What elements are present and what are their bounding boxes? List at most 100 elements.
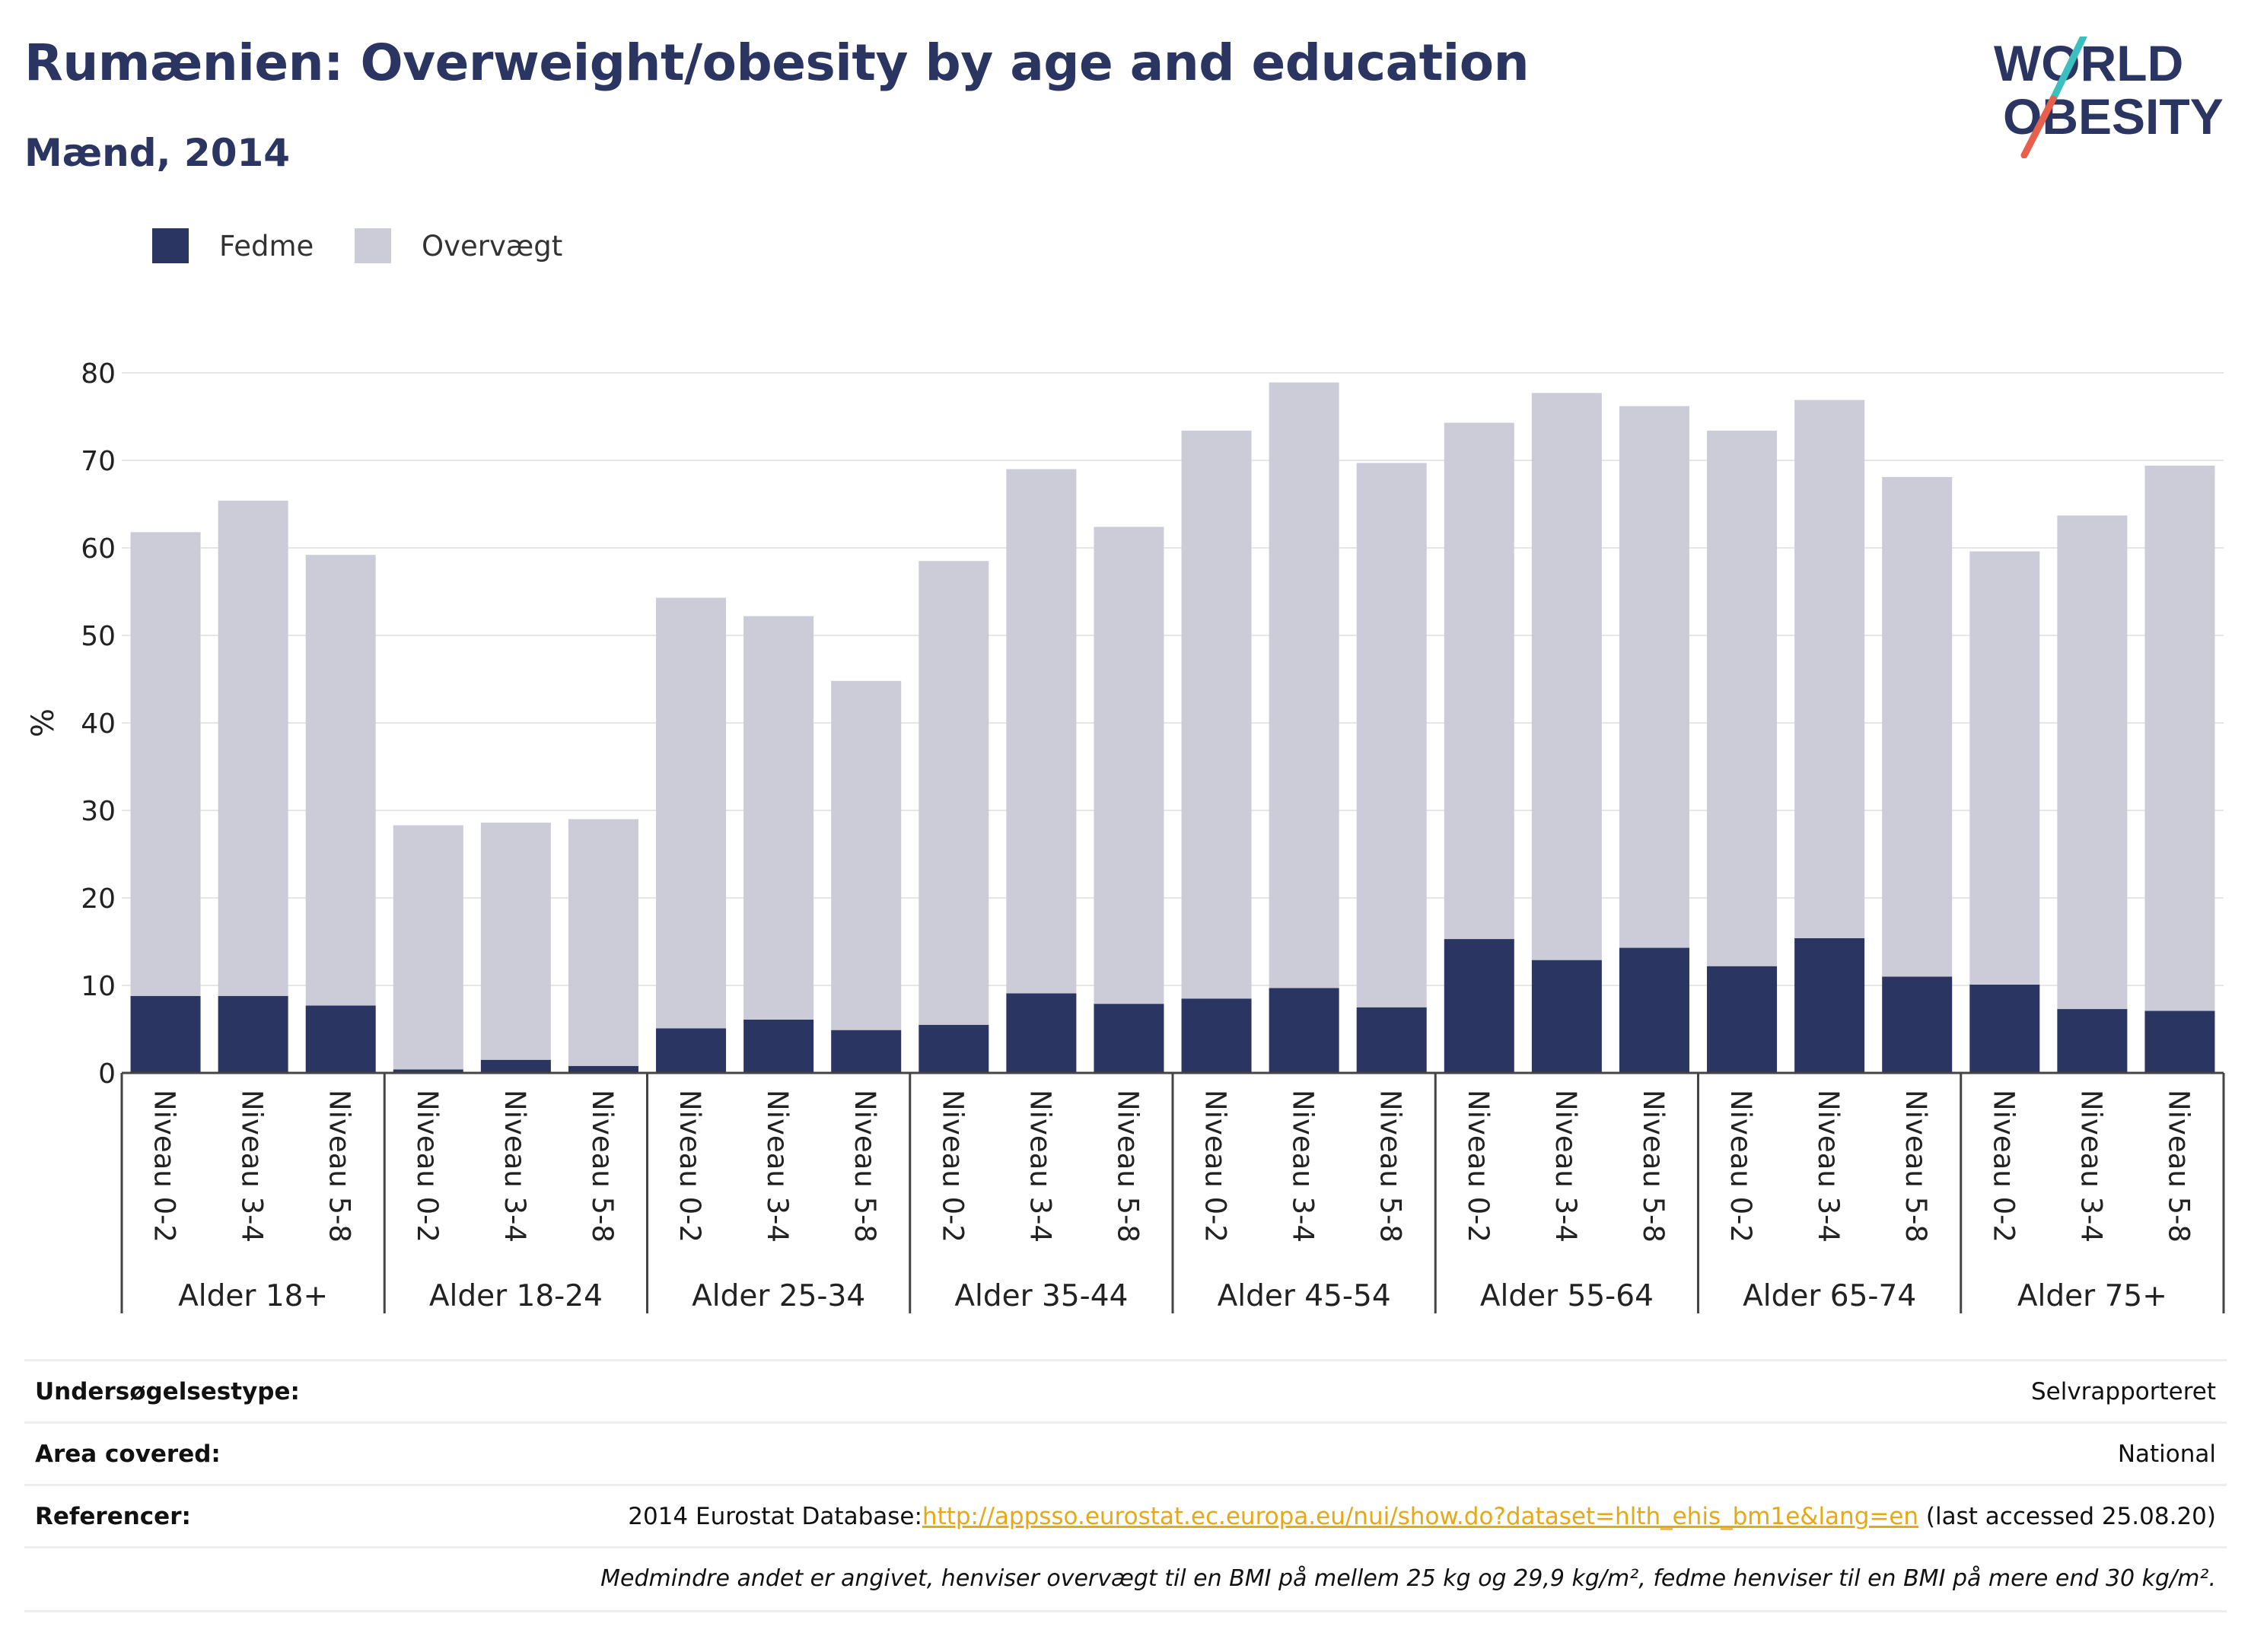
legend-label-fedme: Fedme	[219, 230, 314, 263]
world-obesity-logo: WORLD OBESITY	[1986, 33, 2237, 159]
bar-overvaegt	[305, 555, 376, 1006]
references-prefix: 2014 Eurostat Database:	[628, 1503, 922, 1530]
references-link[interactable]: http://appsso.eurostat.ec.europa.eu/nui/…	[922, 1503, 1919, 1530]
bar-fedme	[831, 1030, 902, 1073]
legend-swatch-fedme	[152, 228, 189, 263]
logo-graphic: WORLD OBESITY	[1994, 33, 2224, 159]
references-suffix: (last accessed 25.08.20)	[1918, 1503, 2216, 1530]
y-tick-label: 70	[81, 446, 116, 477]
bar-fedme	[1969, 984, 2040, 1073]
bar-overvaegt	[1969, 551, 2040, 985]
bar-fedme	[1356, 1007, 1427, 1073]
y-tick-label: 50	[81, 621, 116, 652]
bar-overvaegt	[656, 597, 727, 1029]
bar-fedme	[480, 1059, 551, 1073]
bar-fedme	[130, 995, 201, 1073]
bar-overvaegt	[130, 532, 201, 996]
info-row-note: Medmindre andet er angivet, henviser ove…	[24, 1546, 2227, 1611]
group-label: Alder 18-24	[429, 1279, 603, 1313]
bar-overvaegt	[1794, 399, 1865, 938]
bar-overvaegt	[1707, 430, 1778, 966]
bar-overvaegt	[218, 500, 288, 996]
page-title: Rumænien: Overweight/obesity by age and …	[24, 33, 1530, 92]
info-row-references: Referencer: 2014 Eurostat Database:http:…	[24, 1484, 2227, 1549]
bar-overvaegt	[1882, 476, 1953, 977]
x-tick-label: Niveau 0-2	[936, 1090, 969, 1243]
bar-overvaegt	[1531, 393, 1602, 960]
bar-overvaegt	[1006, 469, 1077, 994]
info-bottom-divider	[24, 1610, 2227, 1612]
bar-overvaegt	[1356, 463, 1427, 1007]
stacked-bar-chart: 0 10 20 30 40 50 60 70 80% Niveau 0-2 Niveau 3-4 Ni…	[26, 358, 2225, 1313]
legend-label-overvaegt: Overvægt	[422, 230, 563, 263]
bar-overvaegt	[831, 680, 902, 1030]
x-tick-label: Niveau 0-2	[1462, 1090, 1495, 1243]
group-label: Alder 55-64	[1480, 1279, 1654, 1313]
bar-fedme	[568, 1065, 638, 1073]
y-tick-label: 80	[81, 358, 116, 390]
bar-fedme	[1794, 937, 1865, 1073]
group-label: Alder 35-44	[954, 1279, 1128, 1313]
bar-fedme	[743, 1019, 814, 1073]
info-row-survey-type: Undersøgelsestype: Selvrapporteret	[24, 1359, 2227, 1424]
bar-overvaegt	[2057, 515, 2128, 1010]
references-label: Referencer:	[35, 1503, 191, 1530]
info-row-area: Area covered: National	[24, 1421, 2227, 1486]
y-tick-label: 40	[81, 708, 116, 740]
logo-slash-top	[2049, 33, 2087, 103]
x-tick-label: Niveau 5-8	[1637, 1090, 1670, 1243]
bar-overvaegt	[1444, 422, 1514, 940]
bar-overvaegt	[568, 819, 638, 1066]
bar-fedme	[1181, 998, 1252, 1073]
group-label: Alder 25-34	[692, 1279, 865, 1313]
bar-overvaegt	[743, 616, 814, 1020]
y-tick-label: 10	[81, 971, 116, 1002]
x-tick-label: Niveau 5-8	[849, 1090, 881, 1243]
bar-fedme	[656, 1028, 727, 1073]
bar-fedme	[1531, 960, 1602, 1073]
bar-fedme	[305, 1005, 376, 1073]
bar-overvaegt	[1619, 406, 1689, 948]
bar-fedme	[1006, 993, 1077, 1073]
bar-fedme	[1619, 947, 1689, 1073]
bar-overvaegt	[480, 823, 551, 1060]
group-label: Alder 75+	[2017, 1279, 2167, 1313]
y-axis-label: %	[26, 708, 61, 737]
area-value: National	[2117, 1440, 2216, 1468]
group-label: Alder 18+	[178, 1279, 328, 1313]
x-tick-label: Niveau 3-4	[1812, 1090, 1845, 1243]
bar-fedme	[1707, 966, 1778, 1073]
x-tick-label: Niveau 0-2	[1724, 1090, 1757, 1243]
bar-overvaegt	[393, 825, 463, 1070]
bar-fedme	[218, 995, 288, 1073]
references-value: 2014 Eurostat Database:http://appsso.eur…	[628, 1503, 2216, 1530]
y-tick-label: 30	[81, 796, 116, 827]
x-tick-label: Niveau 0-2	[673, 1090, 706, 1243]
x-tick-label: Niveau 5-8	[1374, 1090, 1407, 1243]
survey-type-label: Undersøgelsestype:	[35, 1378, 300, 1405]
x-tick-label: Niveau 5-8	[1111, 1090, 1144, 1243]
bar-fedme	[1269, 988, 1339, 1073]
group-label: Alder 45-54	[1218, 1279, 1391, 1313]
bar-overvaegt	[1269, 382, 1339, 988]
x-tick-label: Niveau 3-4	[1549, 1090, 1582, 1243]
x-tick-label: Niveau 5-8	[2162, 1090, 2195, 1243]
x-tick-label: Niveau 3-4	[236, 1090, 269, 1243]
bar-fedme	[919, 1024, 989, 1073]
x-tick-label: Niveau 5-8	[323, 1090, 356, 1243]
logo-slash-bottom	[2020, 95, 2057, 159]
bar-overvaegt	[1094, 527, 1164, 1004]
bar-overvaegt	[919, 561, 989, 1025]
x-tick-label: Niveau 3-4	[761, 1090, 794, 1243]
x-tick-label: Niveau 0-2	[411, 1090, 444, 1243]
logo-line-1: WORLD	[1994, 37, 2183, 91]
bar-overvaegt	[2144, 465, 2215, 1011]
group-label: Alder 65-74	[1743, 1279, 1916, 1313]
bar-fedme	[2144, 1011, 2215, 1073]
bmi-definition-note: Medmindre andet er angivet, henviser ove…	[600, 1565, 2216, 1592]
bar-fedme	[1882, 976, 1953, 1073]
x-tick-label: Niveau 5-8	[1899, 1090, 1932, 1243]
bar-fedme	[1094, 1004, 1164, 1073]
bar-fedme	[2057, 1009, 2128, 1073]
x-tick-label: Niveau 3-4	[1024, 1090, 1056, 1243]
